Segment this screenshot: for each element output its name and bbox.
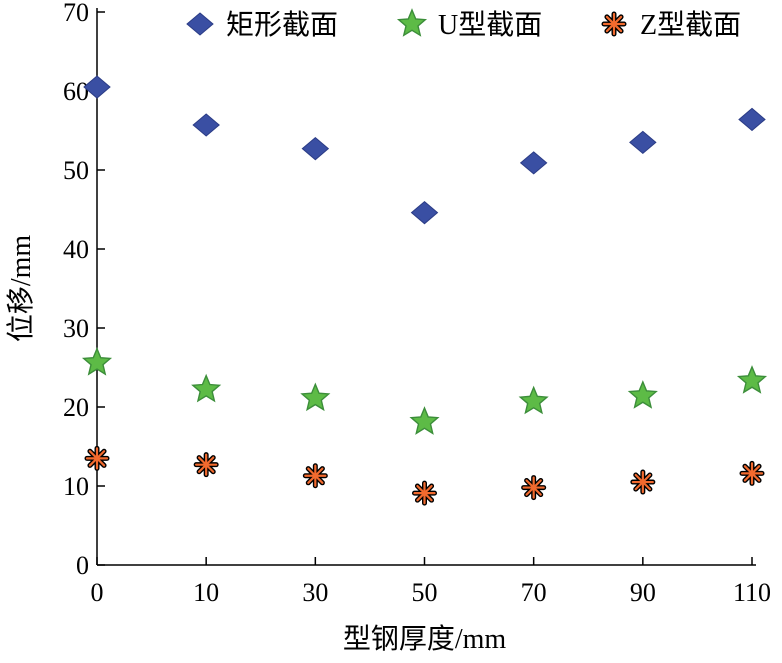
data-point-star	[300, 382, 331, 412]
y-tick-label: 50	[63, 156, 89, 185]
data-point-asterisk	[521, 475, 547, 501]
y-tick-label: 60	[63, 77, 89, 106]
legend: 矩形截面 U型截面 Z型截面	[186, 8, 741, 41]
y-tick-label: 40	[63, 235, 89, 264]
legend-item: 矩形截面	[186, 9, 338, 41]
data-point-star	[409, 406, 440, 435]
data-point-star	[191, 373, 222, 403]
x-axis-title: 型钢厚度/mm	[343, 623, 507, 655]
x-tick-label: 30	[302, 578, 328, 607]
x-tick-label: 110	[733, 578, 771, 607]
y-tick-label: 20	[63, 393, 89, 422]
y-tick-label: 0	[76, 551, 89, 580]
data-point-diamond	[83, 75, 111, 99]
legend-label: U型截面	[438, 9, 542, 41]
x-tick-label: 70	[521, 578, 547, 607]
legend-label: 矩形截面	[226, 9, 338, 41]
data-point-asterisk	[302, 463, 328, 489]
y-axis-title: 位移/mm	[5, 235, 37, 343]
x-tick-label: 90	[630, 578, 656, 607]
data-point-asterisk	[412, 480, 437, 506]
axes	[96, 8, 756, 566]
y-tick-label: 10	[63, 472, 89, 501]
legend-marker-diamond	[186, 12, 214, 36]
data-point-asterisk	[630, 469, 656, 495]
legend-marker-star	[396, 8, 428, 37]
data-point-asterisk	[739, 460, 765, 486]
y-tick-label: 30	[63, 314, 89, 343]
data-point-diamond	[519, 151, 548, 175]
legend-item: Z型截面	[601, 9, 741, 41]
data-point-diamond	[738, 107, 766, 132]
data-point-star	[81, 346, 113, 376]
legend-label: Z型截面	[640, 9, 741, 41]
data-points	[81, 75, 768, 506]
data-point-star	[627, 380, 658, 409]
legend-item: U型截面	[396, 8, 542, 41]
data-point-asterisk	[84, 445, 110, 471]
legend-marker-asterisk	[601, 11, 627, 37]
x-tick-label: 0	[91, 578, 104, 607]
data-point-star	[518, 385, 549, 415]
x-ticks: 0 10 30 50 70 90 110	[91, 557, 771, 607]
data-point-diamond	[410, 201, 439, 225]
x-tick-label: 10	[193, 578, 219, 607]
data-point-asterisk	[193, 452, 219, 478]
x-tick-label: 50	[412, 578, 438, 607]
data-point-diamond	[629, 130, 657, 155]
data-point-star	[736, 365, 768, 394]
y-ticks: 0 10 20 30 40 50 60 70	[63, 0, 105, 580]
data-point-diamond	[301, 137, 330, 161]
data-point-diamond	[192, 113, 220, 137]
y-tick-label: 70	[63, 0, 89, 27]
